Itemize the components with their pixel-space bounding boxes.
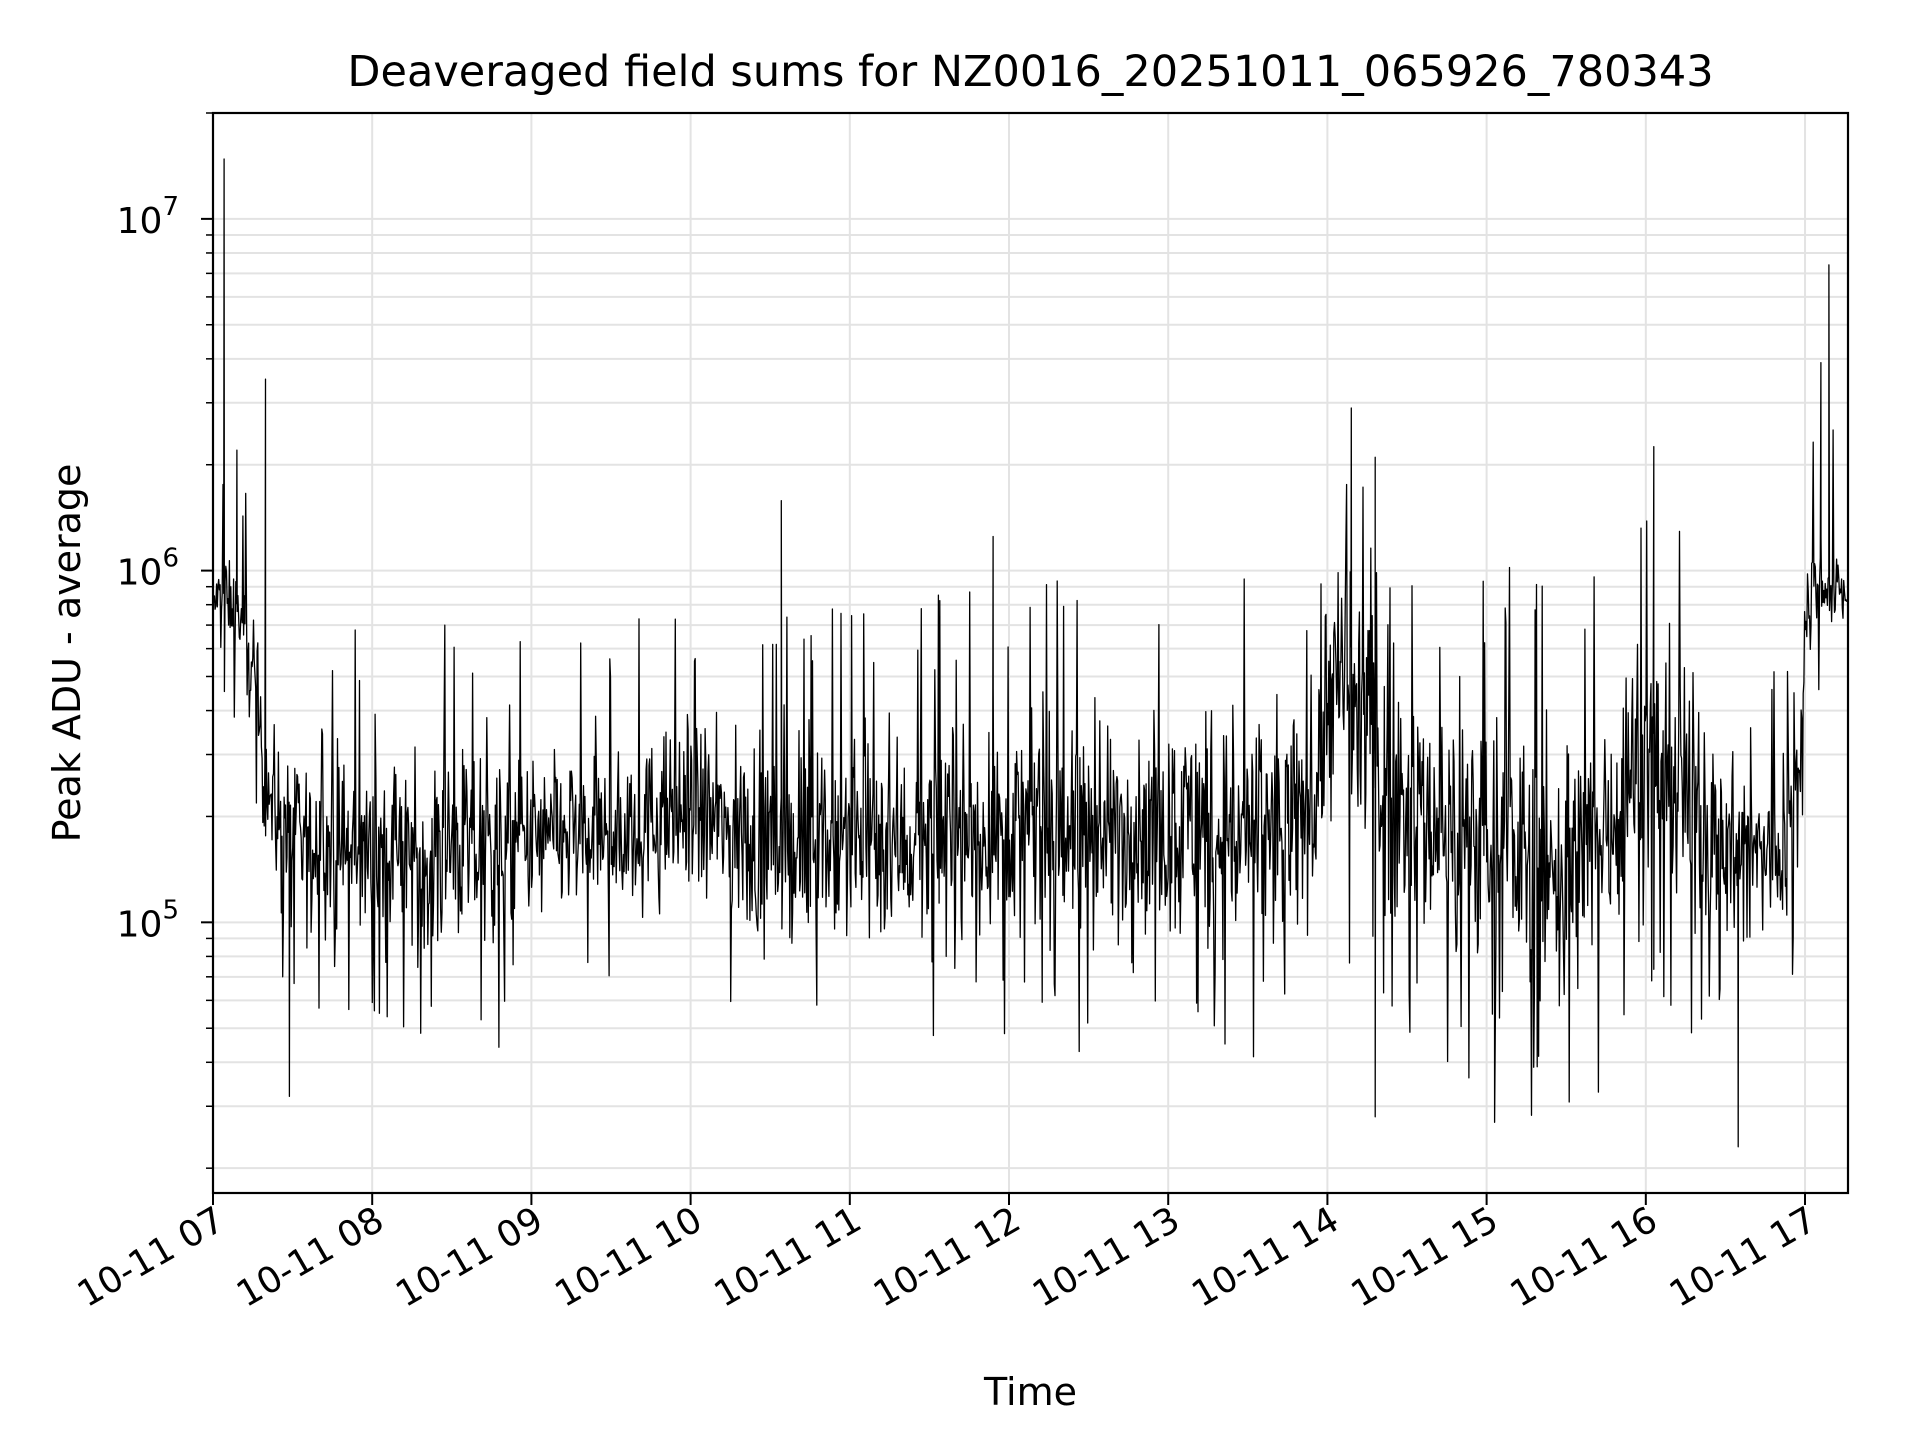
x-axis-label: Time [983,1370,1077,1414]
y-tick-label: 105 [117,895,179,945]
axes-frame [211,111,1850,1195]
series-line [213,158,1848,1148]
series-line-group [213,158,1848,1148]
chart-title: Deaveraged field sums for NZ0016_2025101… [347,47,1713,97]
y-tick-label: 106 [117,544,179,594]
y-tick-label: 107 [117,192,179,242]
y-axis-label: Peak ADU - average [45,464,89,843]
